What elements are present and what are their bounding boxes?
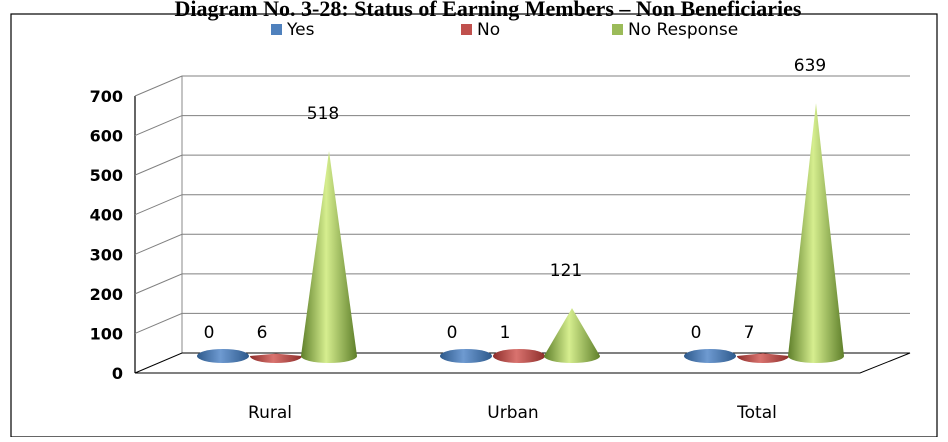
floor-outline xyxy=(134,352,911,374)
data-label-total-no-response: 639 xyxy=(794,56,826,76)
chart-marks xyxy=(197,103,844,363)
y-tick-label: 400 xyxy=(90,206,123,225)
cone-body-urban-no-response xyxy=(544,308,600,363)
category-label-urban: Urban xyxy=(487,403,538,423)
y-tick-label: 100 xyxy=(90,324,123,343)
data-label-rural-no: 6 xyxy=(257,323,268,343)
data-label-urban-yes: 0 xyxy=(447,323,458,343)
y-tick-label: 0 xyxy=(112,364,123,383)
y-axis-ticks: 0 100 200 300 400 500 600 700 xyxy=(90,87,123,383)
cone-body-rural-no-response xyxy=(301,151,357,363)
cone-rural-yes xyxy=(197,349,249,363)
plot-walls xyxy=(134,76,183,373)
gridline xyxy=(134,233,910,255)
data-label-rural-no-response: 518 xyxy=(307,104,339,124)
cone-body-total-no xyxy=(737,353,789,363)
plot-floor xyxy=(134,352,911,374)
legend-swatch-yes xyxy=(271,24,282,35)
cone-body-rural-no xyxy=(250,353,302,363)
y-tick-label: 200 xyxy=(90,285,123,304)
gridlines xyxy=(134,75,910,334)
y-tick-label: 700 xyxy=(90,87,123,106)
chart-title: Diagram No. 3-28: Status of Earning Memb… xyxy=(175,0,802,21)
cone-base-urban-yes xyxy=(440,349,492,363)
gridline xyxy=(134,273,910,295)
cone-total-no-response xyxy=(788,103,844,363)
cone-urban-no xyxy=(493,349,545,363)
y-tick-label: 500 xyxy=(90,166,123,185)
data-label-urban-no-response: 121 xyxy=(550,261,582,281)
cone-base-rural-yes xyxy=(197,349,249,363)
legend-label-yes: Yes xyxy=(286,20,315,40)
y-tick-label: 300 xyxy=(90,245,123,264)
legend-swatch-no-response xyxy=(612,24,623,35)
legend-label-no-response: No Response xyxy=(628,20,738,40)
data-label-total-yes: 0 xyxy=(691,323,702,343)
legend: Yes No No Response xyxy=(271,20,738,40)
cone-total-yes xyxy=(684,349,736,363)
category-labels: Rural Urban Total xyxy=(248,403,777,423)
cone-base-urban-no xyxy=(493,349,545,363)
cone-body-total-no-response xyxy=(788,103,844,363)
gridline xyxy=(134,115,910,137)
gridline xyxy=(134,312,910,334)
chart-frame xyxy=(10,13,938,438)
gridline xyxy=(134,75,910,97)
category-label-total: Total xyxy=(736,403,777,423)
data-label-total-no: 7 xyxy=(744,323,755,343)
gridline xyxy=(134,194,910,216)
cone-urban-no-response xyxy=(544,308,600,363)
cone-total-no xyxy=(737,353,789,363)
category-label-rural: Rural xyxy=(248,403,292,423)
data-label-urban-no: 1 xyxy=(500,323,511,343)
cone-base-total-yes xyxy=(684,349,736,363)
cone-rural-no xyxy=(250,353,302,363)
cone-urban-yes xyxy=(440,349,492,363)
data-label-rural-yes: 0 xyxy=(204,323,215,343)
legend-label-no: No xyxy=(477,20,500,40)
gridline xyxy=(134,154,910,176)
cone-rural-no-response xyxy=(301,151,357,363)
legend-swatch-no xyxy=(461,24,472,35)
data-labels: 0 6 518 0 1 121 0 7 639 xyxy=(204,56,827,343)
y-tick-label: 600 xyxy=(90,127,123,146)
